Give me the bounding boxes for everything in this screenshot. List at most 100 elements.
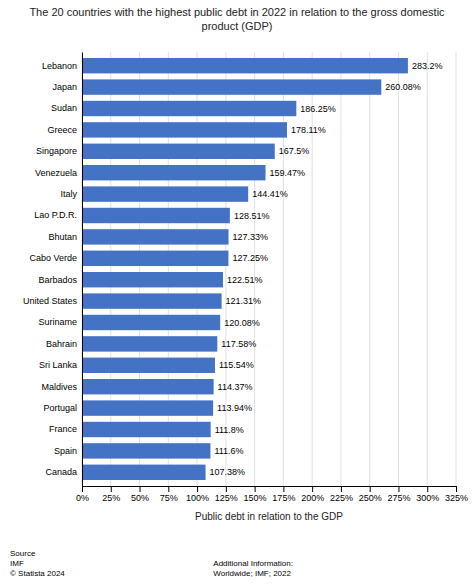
x-tick-label: 0% (76, 493, 89, 503)
bar (82, 79, 381, 94)
data-label: 167.5% (279, 146, 310, 156)
x-tick-mark (197, 486, 198, 492)
x-axis-line (83, 487, 457, 493)
grid-line (456, 52, 457, 486)
x-tick-label: 50% (131, 493, 149, 503)
data-label: 178.11% (291, 125, 326, 135)
data-label: 111.6% (214, 446, 243, 456)
y-tick-label: Sri Lanka (39, 360, 77, 370)
y-tick-label: Italy (60, 189, 77, 199)
y-tick-label: Canada (45, 467, 77, 477)
data-label: 260.08% (385, 82, 421, 92)
data-label: 107.38% (210, 467, 246, 477)
x-tick: 225% (330, 486, 353, 503)
x-tick: 250% (359, 486, 382, 503)
x-axis-title: Public debt in relation to the GDP (195, 511, 343, 522)
x-tick-label: 175% (272, 493, 295, 503)
x-tick-mark (283, 486, 284, 492)
y-tick: France (49, 424, 77, 434)
y-tick: Cabo Verde (29, 253, 77, 263)
x-tick: 125% (215, 486, 238, 503)
x-tick-mark (111, 486, 112, 492)
y-tick-label: Portugal (43, 403, 77, 413)
y-tick: United States (23, 296, 78, 306)
y-tick: Singapore (36, 146, 77, 156)
x-tick: 200% (301, 486, 324, 503)
y-tick: Sri Lanka (39, 360, 77, 370)
bar (82, 400, 213, 415)
data-label: 144.41% (252, 189, 288, 199)
x-tick-mark (82, 486, 83, 492)
chart: The 20 countries with the highest public… (0, 0, 474, 584)
bar (82, 208, 230, 223)
y-tick-label: United States (23, 296, 78, 306)
y-tick: Greece (47, 125, 77, 135)
x-tick-label: 325% (445, 493, 468, 503)
bar (82, 122, 287, 137)
x-tick-label: 225% (330, 493, 353, 503)
x-tick-mark (341, 486, 342, 492)
y-tick: Portugal (43, 403, 77, 413)
x-axis: 0%25%50%75%100%125%150%175%200%225%250%2… (76, 486, 468, 503)
x-tick-mark (312, 486, 313, 492)
data-labels: 283.2%260.08%186.25%178.11%167.5%159.47%… (210, 61, 443, 478)
grid-line (283, 52, 284, 486)
grid-line (312, 52, 313, 486)
x-tick-label: 75% (160, 493, 178, 503)
y-tick: Japan (52, 82, 77, 92)
grid-line (168, 52, 169, 486)
x-tick: 275% (387, 486, 410, 503)
data-label: 186.25% (300, 104, 336, 114)
bar (82, 58, 408, 73)
y-tick: Bahrain (46, 339, 77, 349)
x-tick-mark (140, 486, 141, 492)
plot: 283.2%260.08%186.25%178.11%167.5%159.47%… (23, 52, 468, 522)
bar (82, 293, 222, 308)
y-tick: Canada (45, 467, 77, 477)
x-tick: 50% (131, 486, 149, 503)
bar (82, 336, 217, 351)
y-tick-label: Cabo Verde (29, 253, 77, 263)
data-label: 122.51% (227, 275, 263, 285)
y-tick-label: Singapore (36, 146, 77, 156)
grid-line (398, 52, 399, 486)
bar (82, 465, 206, 480)
data-label: 117.58% (221, 339, 256, 349)
x-tick: 0% (76, 486, 89, 503)
x-tick-label: 25% (102, 493, 120, 503)
grid-line (110, 52, 111, 486)
x-tick-mark (456, 486, 457, 492)
y-tick-label: Bhutan (48, 232, 77, 242)
data-label: 115.54% (219, 360, 254, 370)
x-tick-mark (427, 486, 428, 492)
y-axis: LebanonJapanSudanGreeceSingaporeVenezuel… (23, 53, 83, 487)
data-label: 121.31% (226, 296, 262, 306)
x-tick: 75% (160, 486, 178, 503)
grid-line (197, 52, 198, 486)
data-label: 128.51% (234, 211, 270, 221)
grid-line (254, 52, 255, 486)
data-label: 111.8% (215, 425, 244, 435)
grid (82, 52, 456, 486)
y-tick-label: Greece (47, 125, 77, 135)
x-tick: 300% (416, 486, 439, 503)
y-tick: Lebanon (42, 61, 77, 71)
title: The 20 countries with the highest public… (29, 6, 445, 32)
bar (82, 144, 275, 159)
data-label: 127.25% (232, 253, 268, 263)
x-tick-mark (226, 486, 227, 492)
y-tick-label: Spain (54, 446, 77, 456)
y-tick: Sudan (51, 103, 77, 113)
grid-line (139, 52, 140, 486)
y-tick-label: Lebanon (42, 61, 77, 71)
bars (82, 58, 408, 480)
y-tick-label: Maldives (41, 382, 77, 392)
x-tick-mark (370, 486, 371, 492)
bar (82, 379, 214, 394)
x-tick-mark (398, 486, 399, 492)
data-label: 283.2% (412, 61, 443, 71)
y-tick-label: Suriname (38, 317, 77, 327)
x-tick-label: 275% (387, 493, 410, 503)
y-tick: Barbados (38, 275, 77, 285)
y-tick-label: Bahrain (46, 339, 77, 349)
